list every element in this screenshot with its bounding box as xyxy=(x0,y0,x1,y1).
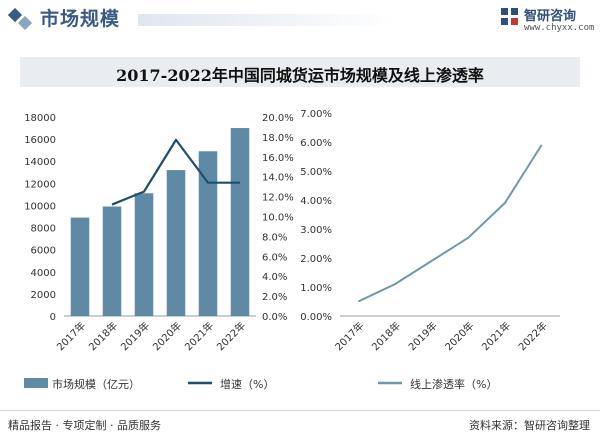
legend-line-label: 增速（%） xyxy=(220,377,274,391)
legend-bar-swatch xyxy=(24,378,48,388)
bar xyxy=(134,193,154,316)
right-chart-x-tick-label: 2020年 xyxy=(442,319,476,353)
left-x-tick-label: 2019年 xyxy=(118,319,152,353)
growth-line xyxy=(111,138,240,206)
right-y-tick-label: 14.0% xyxy=(262,173,294,184)
bar xyxy=(102,206,122,316)
header-divider xyxy=(138,14,398,26)
right-chart-x-tick-label: 2022年 xyxy=(516,319,550,353)
right-y-tick-label: 20.0% xyxy=(262,113,294,124)
right-chart-y-tick-label: 7.00% xyxy=(300,109,332,120)
right-y-tick-label: 2.0% xyxy=(262,292,287,303)
right-chart-y-tick-label: 3.00% xyxy=(300,225,332,236)
right-chart-x-tick-label: 2019年 xyxy=(406,319,440,353)
footer-source: 资料来源：智研咨询整理 xyxy=(469,419,590,432)
right-y-tick-label: 0.0% xyxy=(262,312,287,323)
bar xyxy=(166,170,186,316)
left-x-tick-label: 2018年 xyxy=(86,319,120,353)
footer: 精品报告 · 专项定制 · 品质服务 资料来源：智研咨询整理 xyxy=(0,410,600,438)
left-x-tick-label: 2021年 xyxy=(182,319,216,353)
left-x-tick-label: 2017年 xyxy=(54,319,88,353)
footer-slogan: 精品报告 · 专项定制 · 品质服务 xyxy=(8,419,161,432)
brand-logo-icon xyxy=(501,8,518,25)
left-x-tick-label: 2020年 xyxy=(150,319,184,353)
left-x-tick-label: 2022年 xyxy=(214,319,248,353)
left-y-tick-label: 10000 xyxy=(24,201,56,212)
right-y-tick-label: 16.0% xyxy=(262,153,294,164)
left-y-tick-label: 16000 xyxy=(24,135,56,146)
bar xyxy=(70,217,90,316)
chart-title-bar: 2017-2022年中国同城货运市场规模及线上渗透率 xyxy=(20,57,580,87)
header: 市场规模 智研咨询 www.chyxx.com xyxy=(0,0,600,40)
right-chart-y-tick-label: 2.00% xyxy=(300,254,332,265)
left-y-tick-label: 6000 xyxy=(31,246,56,257)
right-y-tick-label: 8.0% xyxy=(262,232,287,243)
right-y-tick-label: 6.0% xyxy=(262,252,287,263)
right-y-tick-label: 18.0% xyxy=(262,133,294,144)
brand: 智研咨询 www.chyxx.com xyxy=(490,5,594,39)
right-chart-y-tick-label: 5.00% xyxy=(300,167,332,178)
right-y-tick-label: 10.0% xyxy=(262,213,294,224)
section-logo-icon xyxy=(8,7,33,31)
left-y-tick-label: 8000 xyxy=(31,224,56,235)
right-chart-y-tick-label: 0.00% xyxy=(300,312,332,323)
bar xyxy=(198,151,218,316)
section-title: 市场规模 xyxy=(40,8,121,30)
right-chart-x-tick-label: 2017年 xyxy=(332,319,366,353)
left-y-tick-label: 14000 xyxy=(24,157,56,168)
right-chart-y-tick-label: 4.00% xyxy=(300,196,332,207)
right-chart: 0.00% 1.00% 2.00% 3.00% 4.00% 5.00% 6.00% 7.00%… xyxy=(300,109,560,391)
left-y-tick-label: 12000 xyxy=(24,179,56,190)
left-chart: 0 2000 4000 6000 8000 10000 12000 14000 16000 180… xyxy=(24,113,294,391)
right-y-tick-label: 4.0% xyxy=(262,272,287,283)
legend-penetration-label: 线上渗透率（%） xyxy=(410,377,497,391)
brand-url: www.chyxx.com xyxy=(524,23,595,33)
right-chart-x-tick-label: 2018年 xyxy=(369,319,403,353)
right-chart-y-tick-label: 6.00% xyxy=(300,138,332,149)
left-y-tick-label: 18000 xyxy=(24,113,56,124)
right-chart-x-tick-label: 2021年 xyxy=(479,319,513,353)
right-y-tick-label: 12.0% xyxy=(262,193,294,204)
right-chart-y-tick-label: 1.00% xyxy=(300,283,332,294)
brand-name: 智研咨询 xyxy=(524,9,577,24)
bar xyxy=(230,128,250,316)
left-y-tick-label: 2000 xyxy=(31,290,56,301)
left-y-tick-label: 4000 xyxy=(31,268,56,279)
legend-bar-label: 市场规模（亿元） xyxy=(52,377,140,391)
penetration-line xyxy=(357,144,543,303)
chart-title: 2017-2022年中国同城货运市场规模及线上渗透率 xyxy=(116,66,484,85)
left-y-tick-label: 0 xyxy=(50,312,56,323)
